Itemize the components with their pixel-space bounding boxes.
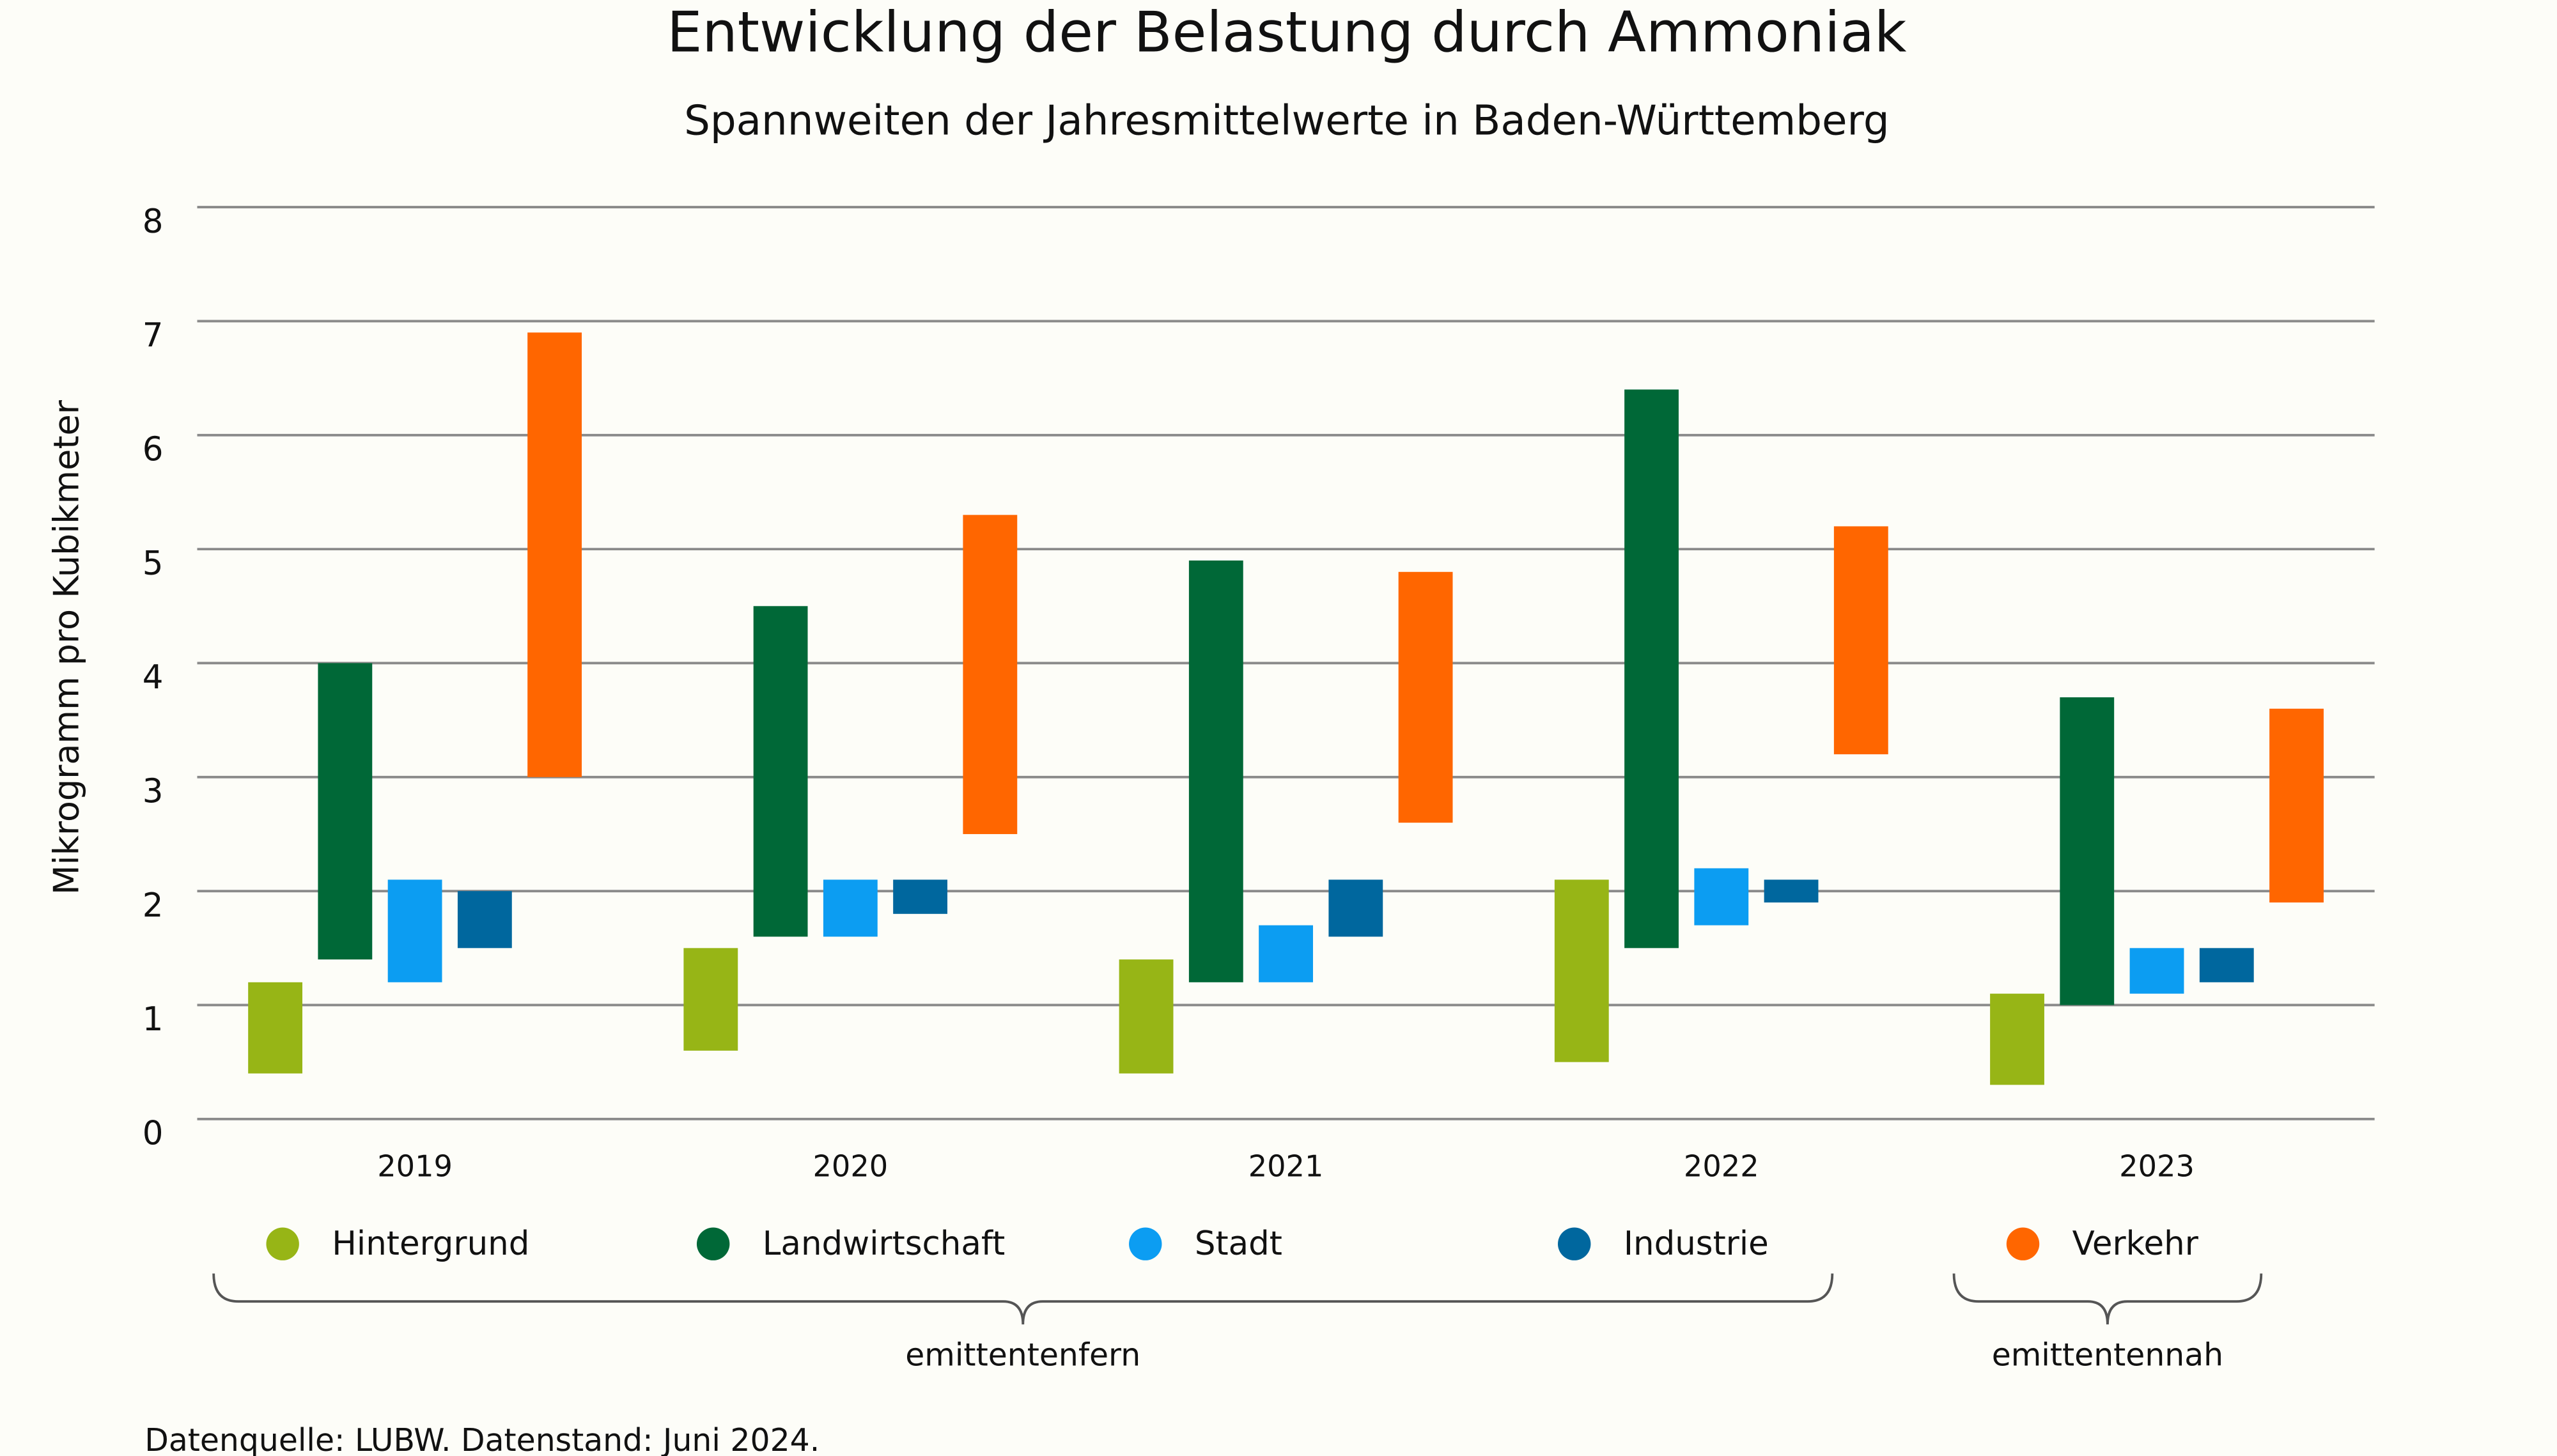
range-bar — [823, 879, 878, 937]
y-tick-label: 3 — [143, 773, 164, 811]
legend-marker — [266, 1227, 299, 1260]
x-tick-label: 2019 — [377, 1149, 453, 1183]
y-tick-label: 2 — [143, 887, 164, 925]
legend-marker — [1558, 1227, 1591, 1260]
range-bar — [683, 948, 738, 1051]
range-bar — [1624, 389, 1679, 949]
range-bar — [2060, 697, 2115, 1005]
y-tick-label: 6 — [143, 430, 164, 469]
range-bar — [2269, 708, 2324, 902]
range-bar — [1119, 959, 1174, 1074]
source-note: Datenquelle: LUBW. Datenstand: Juni 2024… — [144, 1422, 820, 1456]
group-brace — [1952, 1273, 2263, 1325]
y-tick-label: 1 — [143, 1000, 164, 1039]
y-tick-label: 8 — [143, 203, 164, 241]
group-brace — [212, 1273, 1834, 1325]
y-axis-label: Mikrogramm pro Kubikmeter — [47, 399, 87, 895]
legend-label: Landwirtschaft — [763, 1225, 1005, 1263]
x-tick-label: 2023 — [2119, 1149, 2195, 1183]
legend-label: Hintergrund — [332, 1225, 529, 1263]
group-label: emittentennah — [1992, 1337, 2223, 1374]
legend-label: Verkehr — [2072, 1225, 2199, 1263]
legend-marker — [2006, 1227, 2040, 1260]
y-tick-label: 7 — [143, 316, 164, 355]
x-tick-label: 2022 — [1684, 1149, 1759, 1183]
range-bar — [1764, 879, 1819, 902]
y-tick-label: 0 — [143, 1115, 164, 1153]
legend-label: Industrie — [1624, 1225, 1769, 1263]
range-bar — [893, 879, 948, 914]
range-bar — [753, 606, 808, 937]
range-bar — [248, 982, 303, 1074]
group-label: emittentenfern — [905, 1337, 1140, 1374]
range-bar — [457, 891, 512, 949]
chart-title: Entwicklung der Belastung durch Ammoniak — [667, 0, 1907, 65]
range-bar — [1990, 993, 2044, 1085]
range-bar — [1328, 879, 1383, 937]
range-bar — [1188, 560, 1243, 982]
legend-marker — [696, 1227, 730, 1260]
x-tick-label: 2021 — [1248, 1149, 1324, 1183]
range-bar — [1833, 526, 1888, 755]
chart-subtitle: Spannweiten der Jahresmittelwerte in Bad… — [684, 97, 1890, 145]
legend-label: Stadt — [1195, 1225, 1282, 1263]
range-bar — [1259, 925, 1313, 982]
range-bar — [527, 332, 582, 777]
y-tick-label: 4 — [143, 658, 164, 697]
range-bar — [1694, 868, 1749, 925]
legend-marker — [1129, 1227, 1162, 1260]
range-bar — [2199, 948, 2254, 982]
range-bar — [387, 879, 442, 982]
range-bar — [1554, 879, 1609, 1062]
range-bar — [963, 515, 1018, 834]
range-bar — [1398, 571, 1453, 823]
range-bar — [318, 663, 373, 960]
y-tick-label: 5 — [143, 545, 164, 583]
range-bar — [2129, 948, 2184, 994]
x-tick-label: 2020 — [812, 1149, 888, 1183]
